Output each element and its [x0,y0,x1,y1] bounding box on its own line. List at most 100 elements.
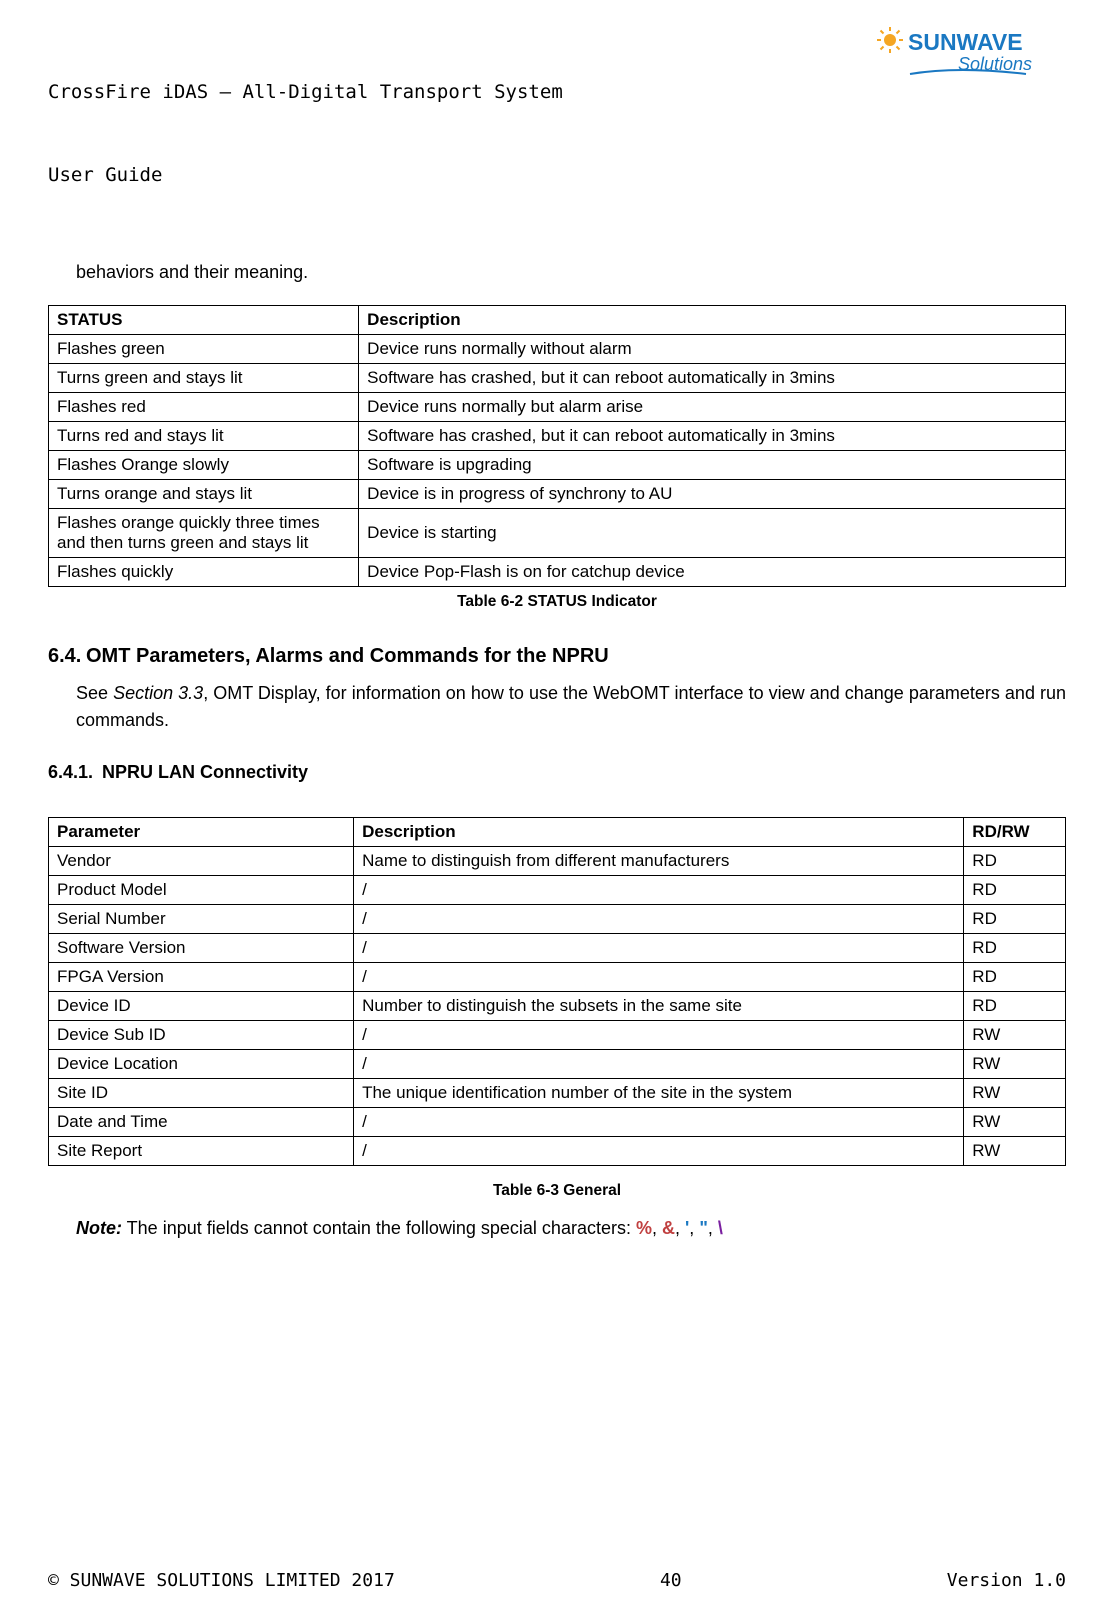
table-row: Turns green and stays litSoftware has cr… [49,364,1066,393]
description-cell: / [354,963,964,992]
table-row: Flashes greenDevice runs normally withou… [49,335,1066,364]
status-cell: Flashes orange quickly three times and t… [49,509,359,558]
status-cell: Flashes Orange slowly [49,451,359,480]
description-cell: / [354,1108,964,1137]
footer-page-number: 40 [660,1570,682,1591]
table-row: Flashes orange quickly three times and t… [49,509,1066,558]
special-char: , [689,1218,699,1238]
description-cell: / [354,905,964,934]
sunwave-logo-icon: SUNWAVE Solutions [876,26,1066,80]
section-reference: Section 3.3 [113,683,203,703]
description-cell: / [354,1137,964,1166]
description-cell: Software is upgrading [359,451,1066,480]
parameter-cell: FPGA Version [49,963,354,992]
parameter-table: Parameter Description RD/RW VendorName t… [48,817,1066,1166]
table-row: VendorName to distinguish from different… [49,847,1066,876]
description-cell: Device is starting [359,509,1066,558]
table-row: Date and Time/RW [49,1108,1066,1137]
subsection-number: 6.4.1. [48,762,102,783]
table-row: Turns red and stays litSoftware has cras… [49,422,1066,451]
table-row: Turns orange and stays litDevice is in p… [49,480,1066,509]
rdrw-cell: RD [964,847,1066,876]
parameter-cell: Device Location [49,1050,354,1079]
rdrw-cell: RD [964,934,1066,963]
special-char: " [699,1218,708,1238]
status-cell: Turns red and stays lit [49,422,359,451]
brand-logo: SUNWAVE Solutions [876,24,1066,80]
section-6-4-1-heading: 6.4.1.NPRU LAN Connectivity [48,762,1066,783]
rdrw-cell: RD [964,963,1066,992]
table-header-row: STATUS Description [49,306,1066,335]
page-header: CrossFire iDAS – All-Digital Transport S… [48,24,1066,244]
description-cell: Device runs normally without alarm [359,335,1066,364]
logo-text-main: SUNWAVE [908,29,1023,55]
parameter-cell: Serial Number [49,905,354,934]
doc-title-line2: User Guide [48,162,563,190]
col-header-status: STATUS [49,306,359,335]
section-title: OMT Parameters, Alarms and Commands for … [86,645,609,667]
table-row: Flashes quicklyDevice Pop-Flash is on fo… [49,558,1066,587]
subsection-title: NPRU LAN Connectivity [102,762,308,782]
table-row: Device Sub ID/RW [49,1021,1066,1050]
special-char: , [708,1218,718,1238]
col-header-rdrw: RD/RW [964,818,1066,847]
table-row: Site IDThe unique identification number … [49,1079,1066,1108]
parameter-cell: Software Version [49,934,354,963]
note-text: The input fields cannot contain the foll… [122,1218,636,1238]
section-6-4-body: See Section 3.3, OMT Display, for inform… [76,680,1066,734]
table-row: Site Report/RW [49,1137,1066,1166]
table-row: Flashes redDevice runs normally but alar… [49,393,1066,422]
table-row: FPGA Version/RD [49,963,1066,992]
description-cell: Device is in progress of synchrony to AU [359,480,1066,509]
header-title-block: CrossFire iDAS – All-Digital Transport S… [48,24,563,244]
table-row: Serial Number/RD [49,905,1066,934]
table-row: Software Version/RD [49,934,1066,963]
body-pre: See [76,683,113,703]
status-cell: Flashes red [49,393,359,422]
section-6-4-heading: 6.4.OMT Parameters, Alarms and Commands … [48,645,1066,668]
description-cell: Device runs normally but alarm arise [359,393,1066,422]
page-footer: © SUNWAVE SOLUTIONS LIMITED 2017 40 Vers… [48,1570,1066,1591]
status-cell: Turns green and stays lit [49,364,359,393]
parameter-cell: Device ID [49,992,354,1021]
note-special-chars: %, &, ', ", \ [636,1218,723,1238]
note-paragraph: Note: The input fields cannot contain th… [76,1218,1066,1239]
description-cell: Number to distinguish the subsets in the… [354,992,964,1021]
footer-copyright: © SUNWAVE SOLUTIONS LIMITED 2017 [48,1570,395,1591]
table-header-row: Parameter Description RD/RW [49,818,1066,847]
table-row: Flashes Orange slowlySoftware is upgradi… [49,451,1066,480]
description-cell: / [354,1050,964,1079]
description-cell: The unique identification number of the … [354,1079,964,1108]
col-header-description: Description [354,818,964,847]
rdrw-cell: RW [964,1079,1066,1108]
special-char: & [662,1218,675,1238]
description-cell: / [354,934,964,963]
parameter-cell: Device Sub ID [49,1021,354,1050]
special-char: , [652,1218,662,1238]
table-row: Device IDNumber to distinguish the subse… [49,992,1066,1021]
rdrw-cell: RW [964,1021,1066,1050]
col-header-description: Description [359,306,1066,335]
param-table-caption: Table 6-3 General [48,1182,1066,1200]
rdrw-cell: RW [964,1108,1066,1137]
parameter-cell: Site ID [49,1079,354,1108]
special-char: , [675,1218,685,1238]
description-cell: Name to distinguish from different manuf… [354,847,964,876]
description-cell: / [354,1021,964,1050]
rdrw-cell: RD [964,992,1066,1021]
description-cell: Device Pop-Flash is on for catchup devic… [359,558,1066,587]
intro-text: behaviors and their meaning. [76,262,1066,283]
table-row: Product Model/RD [49,876,1066,905]
status-table-caption: Table 6-2 STATUS Indicator [48,593,1066,611]
doc-title-line1: CrossFire iDAS – All-Digital Transport S… [48,79,563,107]
description-cell: Software has crashed, but it can reboot … [359,364,1066,393]
status-cell: Flashes quickly [49,558,359,587]
table-row: Device Location/RW [49,1050,1066,1079]
description-cell: Software has crashed, but it can reboot … [359,422,1066,451]
status-table: STATUS Description Flashes greenDevice r… [48,305,1066,587]
section-number: 6.4. [48,645,86,668]
body-post: , OMT Display, for information on how to… [76,683,1066,730]
footer-version: Version 1.0 [947,1570,1066,1591]
rdrw-cell: RW [964,1137,1066,1166]
parameter-cell: Date and Time [49,1108,354,1137]
